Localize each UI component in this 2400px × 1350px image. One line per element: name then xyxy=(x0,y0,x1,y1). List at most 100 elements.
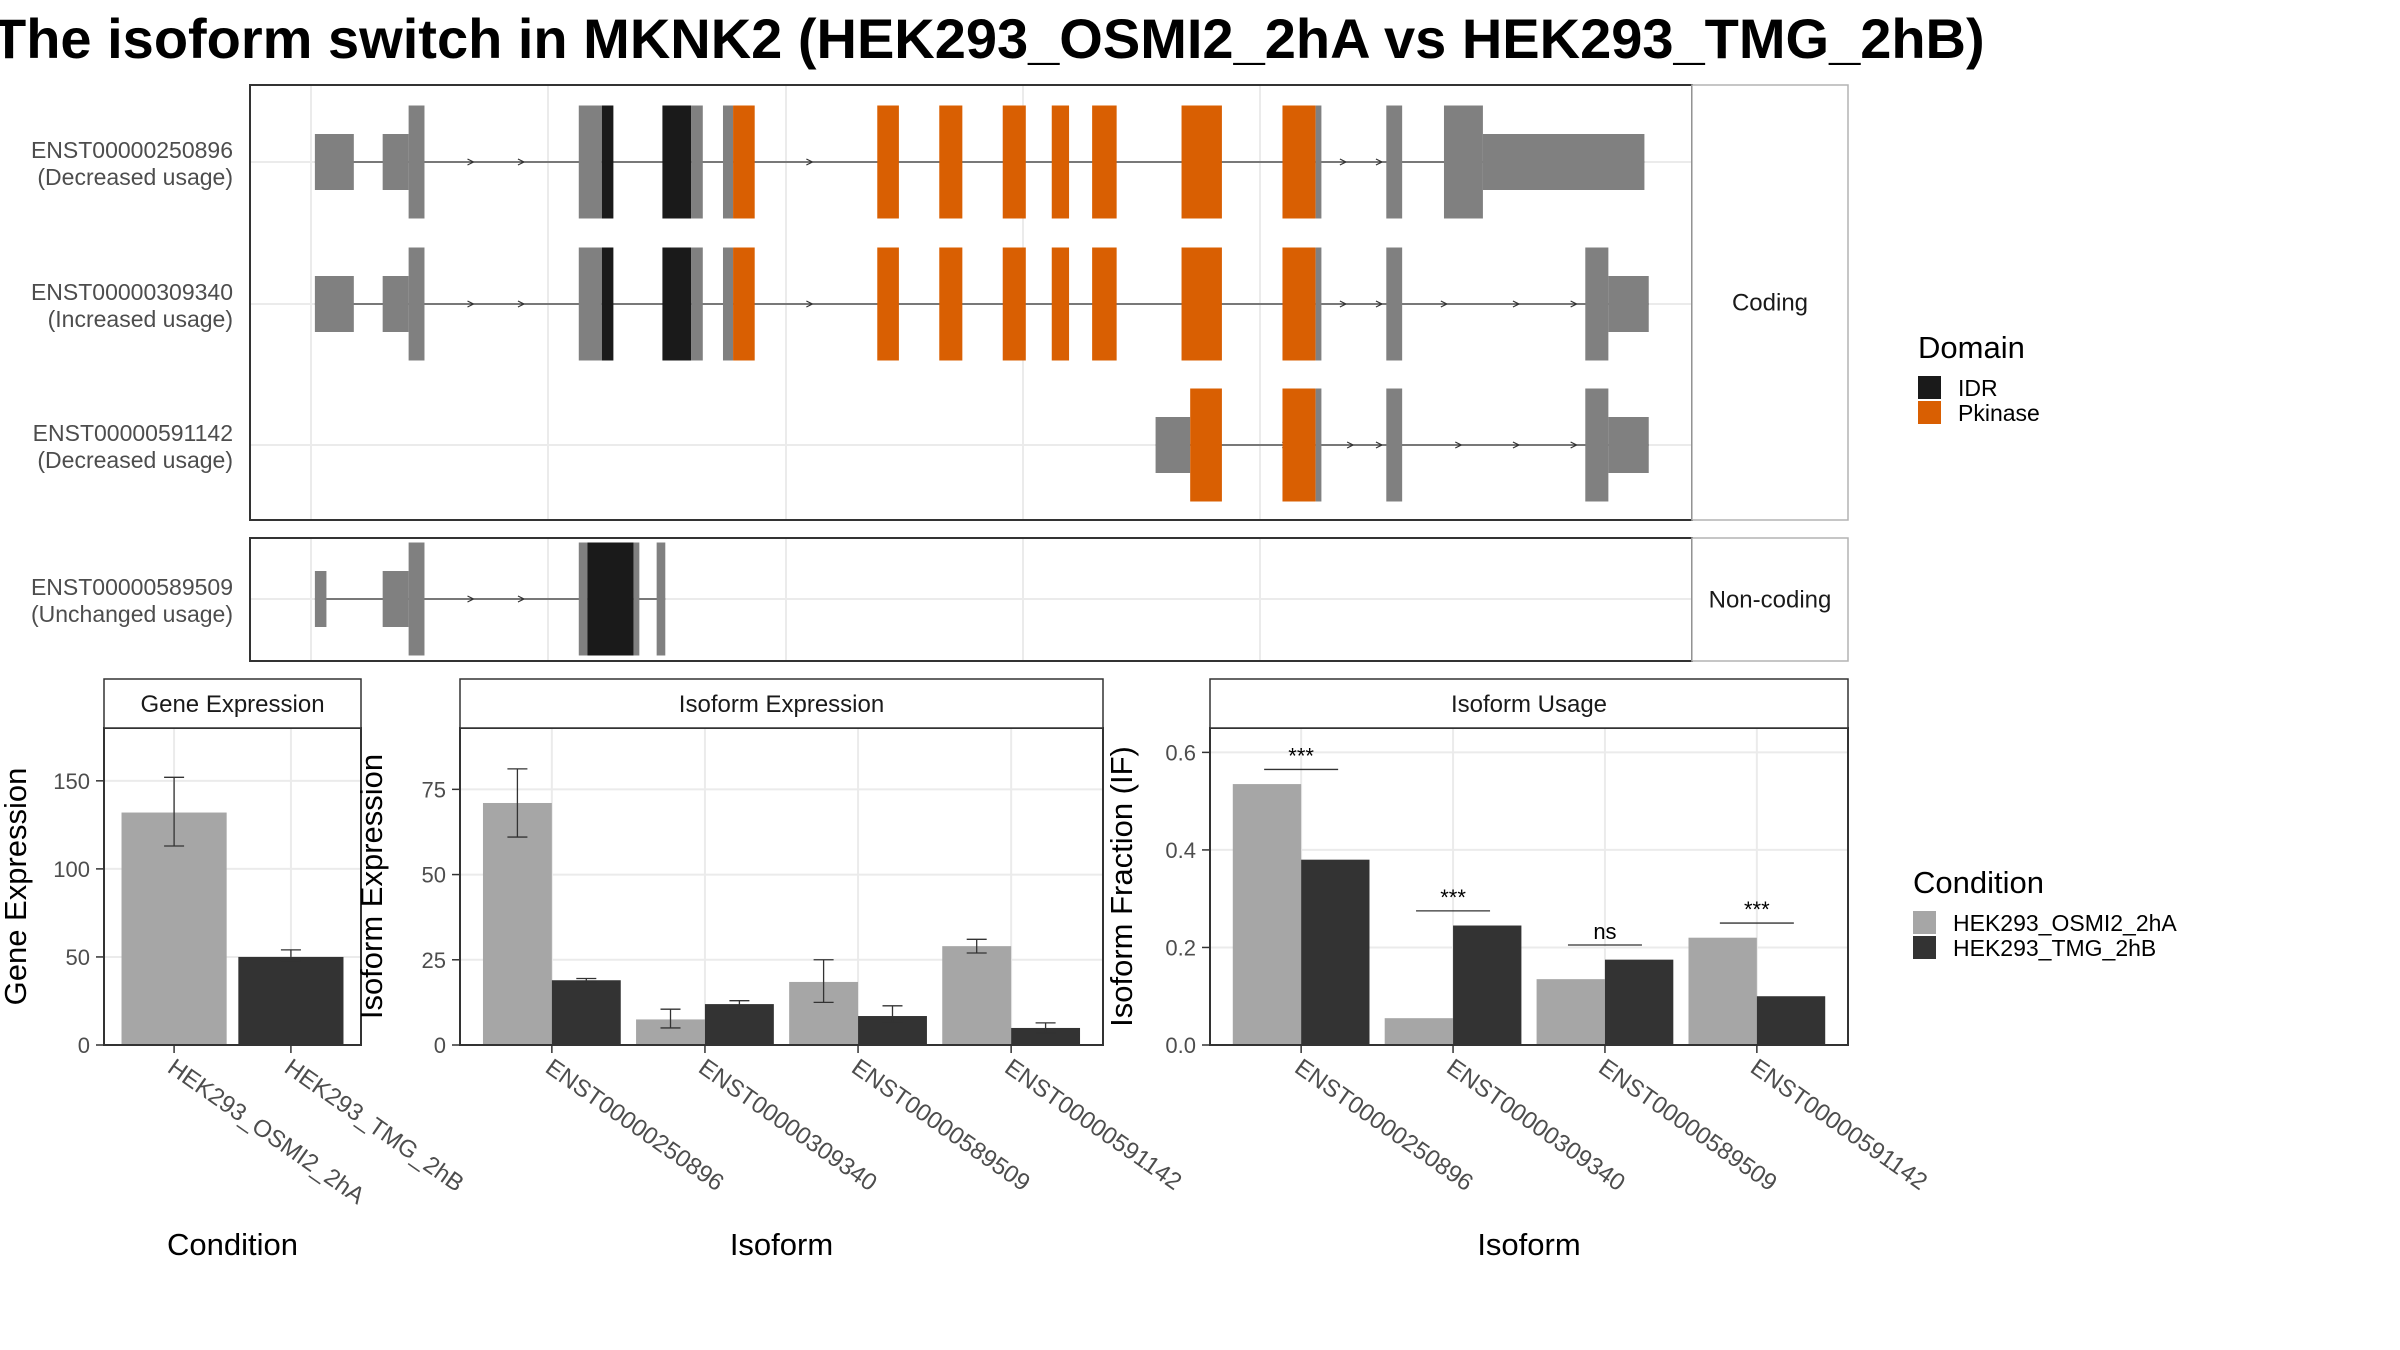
panel-title: Isoform Expression xyxy=(679,691,884,718)
bar xyxy=(482,802,552,1045)
strand-arrow xyxy=(517,158,526,166)
y-tick-label: 100 xyxy=(53,857,90,882)
idr-exon-block xyxy=(587,542,634,656)
x-axis-title: Isoform xyxy=(730,1227,833,1262)
pkinase-exon-block xyxy=(1051,247,1070,361)
transcript-track: ENST00000250896(Decreased usage) xyxy=(31,105,1692,219)
figure-title: The isoform switch in MKNK2 (HEK293_OSMI… xyxy=(0,7,1985,70)
y-tick-label: 25 xyxy=(422,948,446,973)
bar xyxy=(1756,996,1826,1045)
utr-exon-block xyxy=(1155,417,1191,473)
bar xyxy=(1011,1027,1081,1045)
cds-exon-block xyxy=(1585,247,1609,361)
cds-exon-block xyxy=(1315,105,1322,219)
pkinase-exon-block xyxy=(1282,388,1316,502)
pkinase-exon-block xyxy=(1190,388,1222,502)
pkinase-exon-block xyxy=(1282,105,1316,219)
error-bar xyxy=(1035,1022,1056,1034)
strand-arrow xyxy=(1440,300,1449,308)
idr-exon-block xyxy=(601,105,614,219)
strand-arrow xyxy=(1512,441,1521,449)
strand-arrow xyxy=(467,158,475,166)
bar xyxy=(121,812,227,1045)
utr-exon-block xyxy=(382,134,409,190)
pkinase-exon-block xyxy=(1002,247,1026,361)
error-bar xyxy=(729,1000,750,1009)
utr-exon-block xyxy=(1482,134,1645,190)
strand-arrow xyxy=(517,595,526,603)
bar xyxy=(942,946,1012,1045)
legend-key-swatch xyxy=(1918,401,1941,424)
significance-label: *** xyxy=(1288,743,1314,768)
y-tick-label: 150 xyxy=(53,769,90,794)
significance-label: ns xyxy=(1593,919,1616,944)
error-bar xyxy=(576,977,597,983)
cds-exon-block xyxy=(722,247,734,361)
strand-arrow xyxy=(1570,441,1578,449)
pkinase-exon-block xyxy=(1181,247,1222,361)
pkinase-exon-block xyxy=(1051,105,1070,219)
y-tick-label: 0 xyxy=(434,1033,446,1058)
bar xyxy=(238,956,344,1045)
legend-item-label: Pkinase xyxy=(1958,400,2040,426)
error-bar xyxy=(966,938,987,954)
pkinase-exon-block xyxy=(733,247,755,361)
cds-exon-block xyxy=(408,247,425,361)
pkinase-exon-block xyxy=(939,247,963,361)
legend-key-swatch xyxy=(1913,911,1936,934)
x-axis-title: Isoform xyxy=(1477,1227,1580,1262)
utr-exon-block xyxy=(1608,276,1649,332)
y-tick-label: 0.0 xyxy=(1165,1033,1196,1058)
legend-key-swatch xyxy=(1913,936,1936,959)
y-tick-label: 50 xyxy=(422,863,446,888)
cds-exon-block xyxy=(1386,247,1403,361)
x-tick-label: HEK293_OSMI2_2hA xyxy=(163,1054,370,1210)
y-axis-title: Isoform Expression xyxy=(354,754,389,1019)
bar-panel-0: Gene Expression 0 50 100 150 HEK293_OSMI2_2hA… xyxy=(0,678,469,1262)
transcript-panel-0: ENST00000250896(Decreased usage) ENST0000… xyxy=(31,84,1849,521)
cds-exon-block xyxy=(722,105,734,219)
y-tick-label: 0 xyxy=(78,1033,90,1058)
transcript-track: ENST00000589509(Unchanged usage) xyxy=(31,542,1692,656)
y-tick-label: 0.6 xyxy=(1165,740,1196,765)
transcript-usage-label: (Decreased usage) xyxy=(37,164,233,190)
pkinase-exon-block xyxy=(877,247,899,361)
transcript-usage-label: (Decreased usage) xyxy=(37,447,233,473)
significance-label: *** xyxy=(1440,885,1466,910)
facet-strip xyxy=(459,678,1104,729)
pkinase-exon-block xyxy=(1282,247,1316,361)
utr-exon-block xyxy=(382,276,409,332)
pkinase-exon-block xyxy=(1092,105,1117,219)
transcript-id-label: ENST00000591142 xyxy=(33,420,233,446)
cds-exon-block xyxy=(1315,388,1322,502)
bar xyxy=(1453,925,1522,1045)
facet-strip-label: Non-coding xyxy=(1709,587,1832,614)
transcript-track: ENST00000591142(Decreased usage) xyxy=(33,388,1692,502)
bar xyxy=(1604,959,1674,1045)
cds-exon-block xyxy=(691,247,703,361)
bar xyxy=(551,980,621,1045)
legend-key-swatch xyxy=(1918,376,1941,399)
pkinase-exon-block xyxy=(1002,105,1026,219)
legend-title: Domain xyxy=(1918,330,2025,365)
cds-exon-block xyxy=(1443,105,1483,219)
y-axis-title: Gene Expression xyxy=(0,768,33,1006)
transcript-id-label: ENST00000589509 xyxy=(31,574,233,600)
pkinase-exon-block xyxy=(1181,105,1222,219)
idr-exon-block xyxy=(601,247,614,361)
strand-arrow xyxy=(517,300,526,308)
legend-item-label: IDR xyxy=(1958,375,1998,401)
bar xyxy=(704,1004,774,1045)
cds-exon-block xyxy=(633,542,640,656)
utr-exon-block xyxy=(1608,417,1649,473)
cds-exon-block xyxy=(1386,388,1403,502)
bar xyxy=(1688,937,1757,1045)
cds-exon-block xyxy=(408,542,425,656)
bar-panel-1: Isoform Expression0255075ENST00000250896… xyxy=(354,678,1186,1262)
panel-title: Gene Expression xyxy=(140,691,324,718)
bar xyxy=(1232,784,1302,1045)
transcript-track: ENST00000309340(Increased usage) xyxy=(31,247,1692,361)
